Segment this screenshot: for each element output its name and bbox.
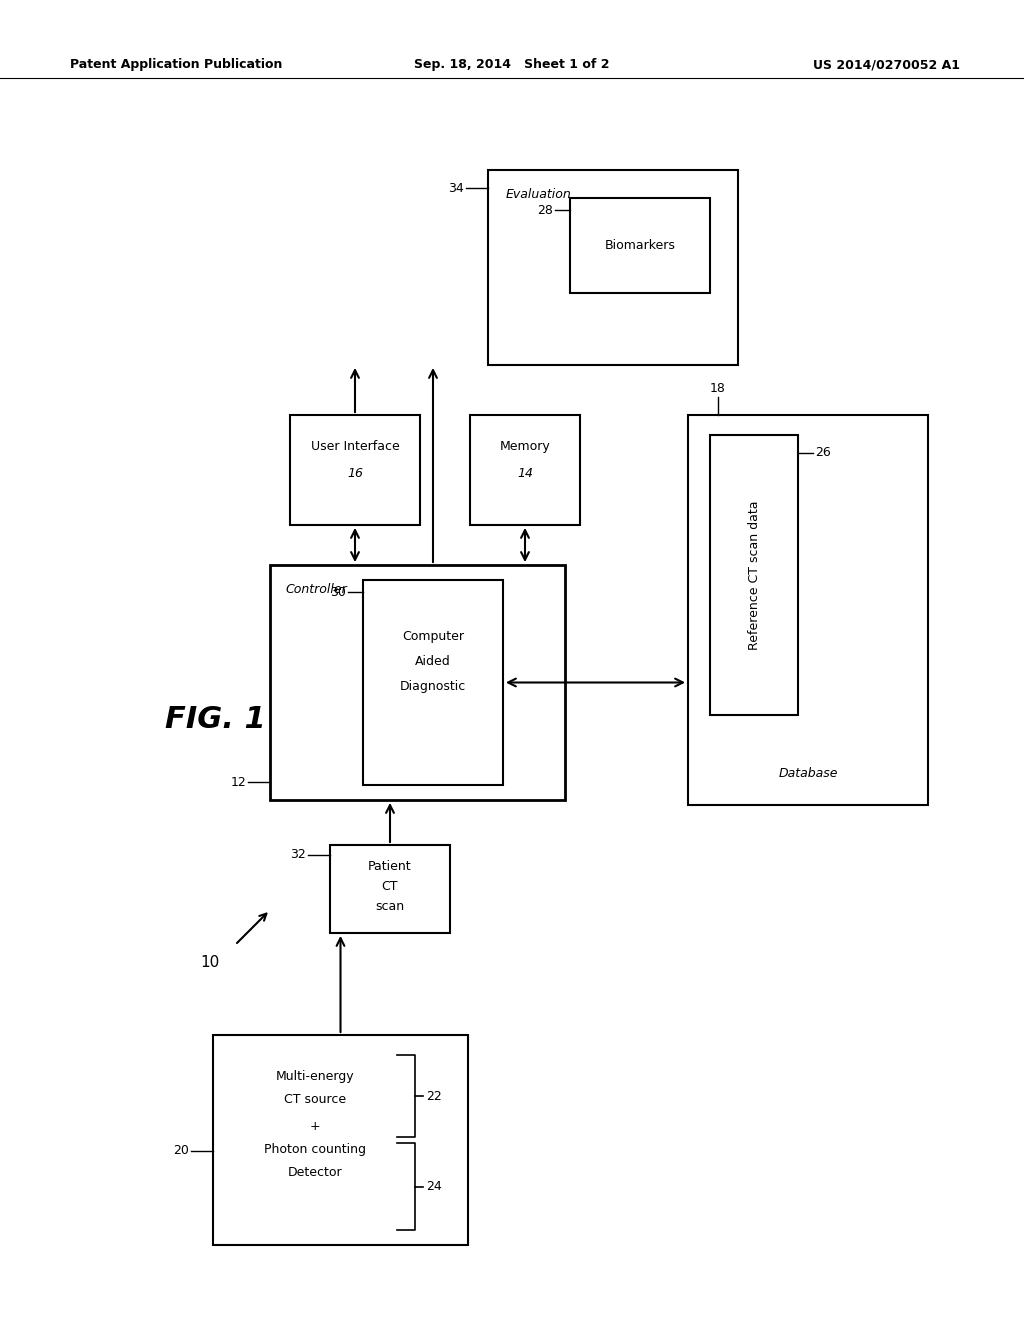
Text: CT source: CT source <box>284 1093 346 1106</box>
Bar <box>362 579 503 785</box>
Text: 20: 20 <box>173 1144 189 1158</box>
Bar <box>488 170 738 366</box>
Text: Diagnostic: Diagnostic <box>400 680 466 693</box>
Text: 10: 10 <box>201 954 220 970</box>
Text: Photon counting: Photon counting <box>264 1143 366 1156</box>
Text: Sep. 18, 2014   Sheet 1 of 2: Sep. 18, 2014 Sheet 1 of 2 <box>415 58 609 71</box>
Text: 22: 22 <box>427 1089 442 1102</box>
Text: 14: 14 <box>517 467 534 480</box>
Text: Memory: Memory <box>500 440 550 453</box>
Bar <box>710 436 798 715</box>
Text: 26: 26 <box>815 446 830 459</box>
Text: Aided: Aided <box>415 655 451 668</box>
Bar <box>570 198 710 293</box>
Text: Database: Database <box>778 767 838 780</box>
Text: 34: 34 <box>449 181 464 194</box>
Text: scan: scan <box>376 900 404 913</box>
Text: FIG. 1: FIG. 1 <box>165 705 266 734</box>
Text: Multi-energy: Multi-energy <box>275 1071 354 1082</box>
Text: Computer: Computer <box>402 630 464 643</box>
Text: 12: 12 <box>230 776 246 788</box>
Text: 24: 24 <box>427 1180 442 1193</box>
Text: Detector: Detector <box>288 1166 342 1179</box>
Text: 18: 18 <box>710 381 726 395</box>
Bar <box>213 1035 468 1245</box>
Text: 16: 16 <box>347 467 362 480</box>
Bar <box>470 414 580 525</box>
Text: Controller: Controller <box>285 583 347 597</box>
Bar <box>330 845 450 933</box>
Bar <box>290 414 420 525</box>
Text: Evaluation: Evaluation <box>506 187 571 201</box>
Text: User Interface: User Interface <box>310 440 399 453</box>
Bar <box>688 414 928 805</box>
Text: Patient: Patient <box>369 861 412 873</box>
Text: US 2014/0270052 A1: US 2014/0270052 A1 <box>813 58 961 71</box>
Text: CT: CT <box>382 880 398 894</box>
Text: 28: 28 <box>538 203 553 216</box>
Text: Reference CT scan data: Reference CT scan data <box>748 500 761 649</box>
Text: 30: 30 <box>330 586 346 598</box>
Text: Patent Application Publication: Patent Application Publication <box>70 58 283 71</box>
Text: Biomarkers: Biomarkers <box>604 239 676 252</box>
Text: +: + <box>309 1119 321 1133</box>
Bar <box>270 565 565 800</box>
Text: 32: 32 <box>290 849 306 862</box>
